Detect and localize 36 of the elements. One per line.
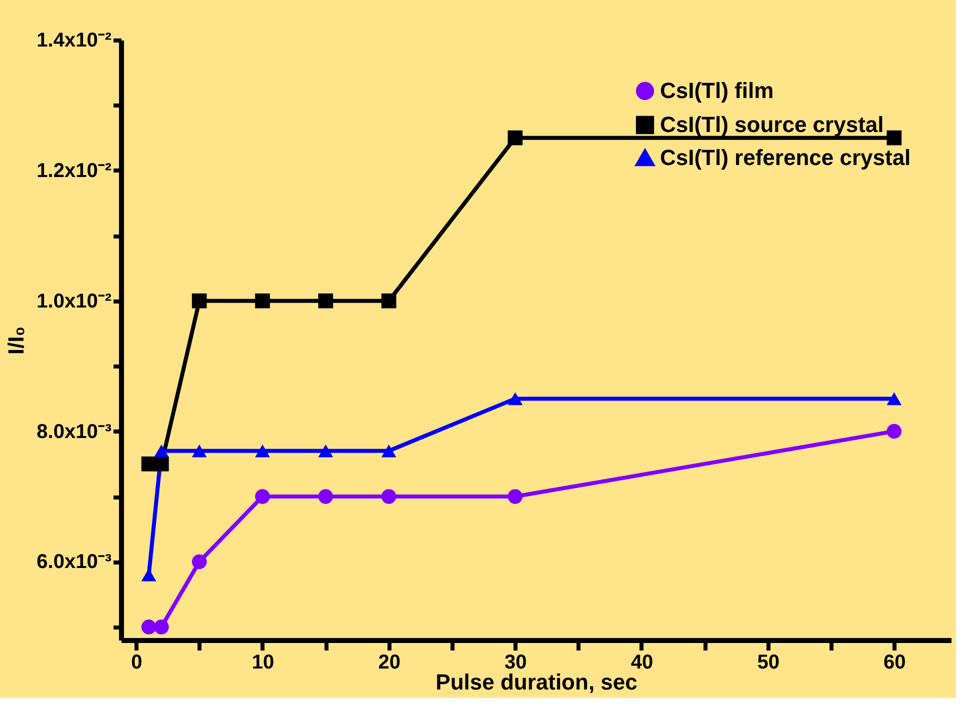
y-tick-label: 1.4x10⁻²: [36, 30, 112, 52]
x-tick-label: 60: [884, 652, 906, 674]
point: [192, 554, 207, 570]
point: [318, 489, 334, 504]
legend-label: CsI(Tl) reference crystal: [660, 145, 911, 170]
point: [154, 444, 169, 458]
y-tick-label: 6.0x10⁻³: [36, 551, 112, 574]
point: [886, 130, 902, 146]
point: [318, 444, 334, 458]
point: [508, 489, 523, 504]
legend-label: CsI(Tl) film: [660, 78, 774, 103]
legend-label: CsI(Tl) source crystal: [660, 112, 884, 137]
point: [508, 392, 523, 406]
y-axis-title: I/I₀: [4, 326, 29, 355]
point: [255, 489, 270, 504]
point: [141, 620, 156, 634]
point: [318, 293, 334, 308]
point: [886, 392, 902, 406]
y-tick-label: 8.0x10⁻³: [36, 420, 112, 443]
x-tick-label: 10: [252, 652, 274, 674]
point: [255, 293, 270, 308]
y-tick-label: 1.0x10⁻²: [36, 290, 112, 312]
point: [381, 293, 396, 308]
x-tick-label: 50: [757, 652, 780, 674]
point: [381, 489, 396, 504]
point: [381, 444, 396, 458]
x-tick-label: 0: [131, 652, 142, 674]
point: [192, 293, 207, 308]
point: [154, 620, 169, 634]
point: [886, 424, 902, 439]
point: [192, 444, 207, 458]
y-tick-label: 1.2x10⁻²: [36, 160, 112, 182]
x-tick-label: 20: [378, 652, 400, 674]
point: [255, 444, 270, 458]
point: [154, 456, 169, 472]
point: [508, 130, 523, 146]
